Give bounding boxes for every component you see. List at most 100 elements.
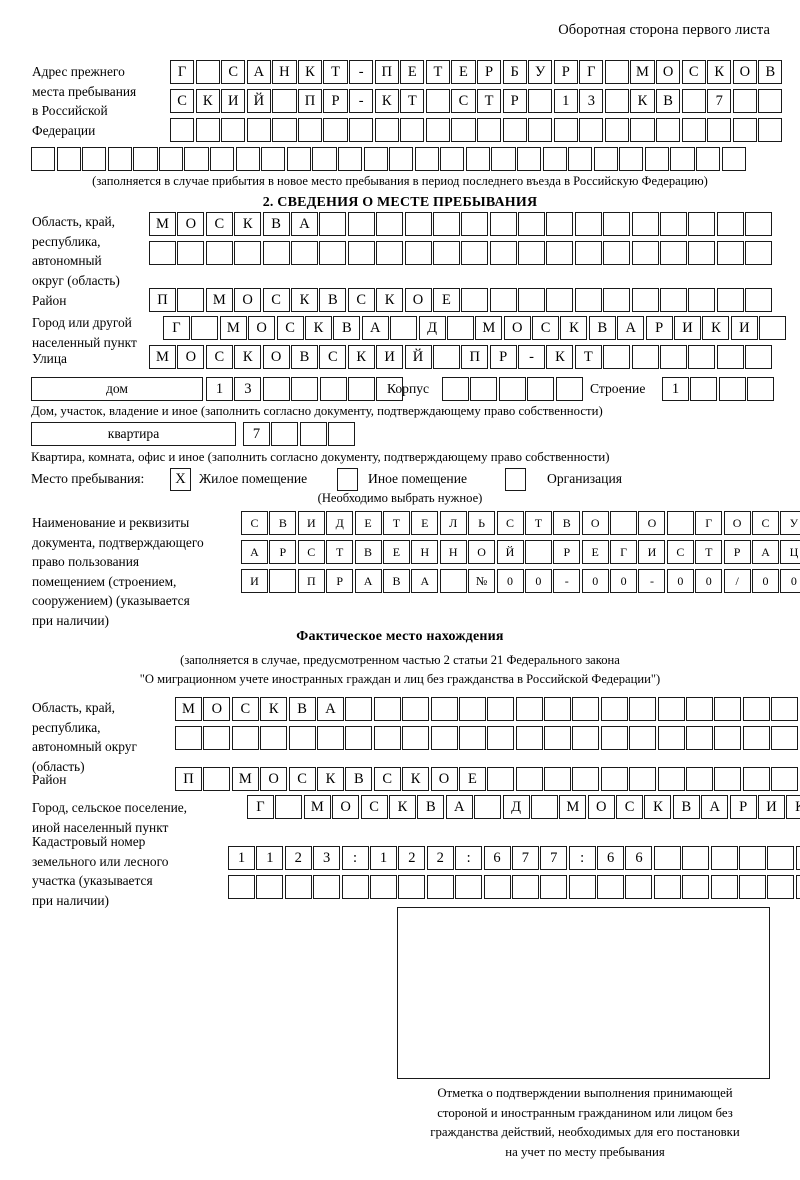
char-cell[interactable] — [540, 875, 568, 899]
char-cell[interactable]: 1 — [662, 377, 689, 401]
char-cell[interactable] — [716, 345, 744, 369]
char-cell[interactable] — [688, 345, 716, 369]
char-cell[interactable] — [631, 288, 659, 312]
char-cell[interactable] — [205, 241, 233, 265]
char-cell[interactable] — [402, 697, 430, 721]
char-cell[interactable]: А — [411, 569, 439, 593]
char-cell[interactable] — [688, 241, 716, 265]
char-cell[interactable] — [228, 875, 255, 899]
char-cell[interactable] — [203, 767, 231, 791]
char-cell[interactable] — [657, 767, 685, 791]
char-cell[interactable]: К — [195, 89, 220, 113]
char-cell[interactable]: 0 — [496, 569, 524, 593]
char-cell[interactable] — [732, 118, 757, 142]
char-cell[interactable] — [516, 147, 542, 171]
char-cell[interactable]: Р — [723, 540, 751, 564]
char-cell[interactable]: 3 — [234, 377, 262, 401]
char-cell[interactable] — [644, 147, 670, 171]
char-cell[interactable] — [376, 241, 404, 265]
char-cell[interactable]: Р — [729, 795, 757, 819]
char-cell[interactable] — [404, 212, 432, 236]
char-cell[interactable]: К — [388, 795, 416, 819]
char-cell[interactable] — [653, 875, 681, 899]
char-cell[interactable] — [572, 697, 600, 721]
char-cell[interactable]: С — [297, 540, 325, 564]
char-cell[interactable] — [660, 241, 688, 265]
char-cell[interactable]: С — [288, 767, 316, 791]
char-cell[interactable]: 6 — [597, 846, 625, 870]
char-cell[interactable] — [681, 89, 706, 113]
char-cell[interactable]: В — [382, 569, 410, 593]
char-cell[interactable] — [721, 147, 746, 171]
char-cell[interactable]: Н — [439, 540, 467, 564]
char-cell[interactable]: У — [528, 60, 553, 84]
char-cell[interactable]: К — [702, 316, 730, 340]
char-cell[interactable] — [530, 795, 558, 819]
char-cell[interactable]: 7 — [540, 846, 568, 870]
char-cell[interactable] — [376, 377, 404, 401]
char-cell[interactable]: Л — [439, 511, 467, 535]
char-cell[interactable]: Г — [610, 540, 638, 564]
char-cell[interactable]: В — [290, 345, 318, 369]
char-cell[interactable]: К — [374, 89, 399, 113]
char-cell[interactable] — [597, 875, 625, 899]
char-cell[interactable] — [714, 697, 742, 721]
char-cell[interactable]: И — [730, 316, 758, 340]
char-cell[interactable]: 7 — [707, 89, 732, 113]
char-cell[interactable] — [603, 345, 631, 369]
char-cell[interactable] — [631, 241, 659, 265]
char-cell[interactable]: 0 — [752, 569, 780, 593]
char-cell[interactable] — [544, 697, 572, 721]
char-cell[interactable] — [347, 377, 375, 401]
char-cell[interactable] — [489, 241, 517, 265]
char-cell[interactable]: У — [780, 511, 800, 535]
char-cell[interactable] — [260, 726, 288, 750]
char-cell[interactable]: Р — [476, 60, 502, 84]
char-cell[interactable] — [710, 875, 738, 899]
char-cell[interactable]: 1 — [206, 377, 233, 401]
char-cell[interactable]: С — [373, 767, 401, 791]
char-cell[interactable]: В — [262, 212, 290, 236]
char-cell[interactable] — [718, 377, 746, 401]
char-cell[interactable] — [544, 767, 572, 791]
char-cell[interactable]: М — [219, 316, 247, 340]
char-cell[interactable] — [400, 118, 425, 142]
char-cell[interactable] — [686, 726, 714, 750]
char-cell[interactable]: 2 — [284, 846, 312, 870]
char-cell[interactable]: 0 — [581, 569, 609, 593]
char-cell[interactable]: М — [559, 795, 587, 819]
char-cell[interactable] — [758, 118, 783, 142]
char-cell[interactable] — [546, 212, 574, 236]
char-cell[interactable]: М — [630, 60, 655, 84]
char-cell[interactable]: 6 — [483, 846, 511, 870]
char-cell[interactable]: А — [361, 316, 389, 340]
char-cell[interactable] — [458, 726, 486, 750]
char-cell[interactable] — [742, 726, 770, 750]
char-cell[interactable] — [771, 726, 799, 750]
char-cell[interactable]: П — [461, 345, 489, 369]
char-cell[interactable] — [568, 147, 593, 171]
char-cell[interactable] — [572, 767, 600, 791]
prev-address-row-4[interactable] — [31, 147, 746, 171]
char-cell[interactable]: К — [297, 60, 323, 84]
char-cell[interactable]: В — [672, 795, 700, 819]
char-cell[interactable] — [660, 212, 688, 236]
char-cell[interactable] — [690, 377, 718, 401]
char-cell[interactable]: М — [205, 288, 233, 312]
stamp-area-box[interactable] — [397, 907, 770, 1079]
char-cell[interactable] — [767, 875, 795, 899]
char-cell[interactable]: В — [319, 288, 347, 312]
char-cell[interactable]: № — [468, 569, 496, 593]
char-cell[interactable] — [347, 241, 375, 265]
char-cell[interactable]: А — [752, 540, 780, 564]
char-cell[interactable] — [461, 288, 489, 312]
char-cell[interactable]: А — [617, 316, 645, 340]
char-cell[interactable] — [313, 875, 341, 899]
char-cell[interactable]: В — [417, 795, 445, 819]
char-cell[interactable]: К — [304, 316, 332, 340]
char-cell[interactable]: Т — [695, 540, 723, 564]
char-cell[interactable]: А — [701, 795, 729, 819]
